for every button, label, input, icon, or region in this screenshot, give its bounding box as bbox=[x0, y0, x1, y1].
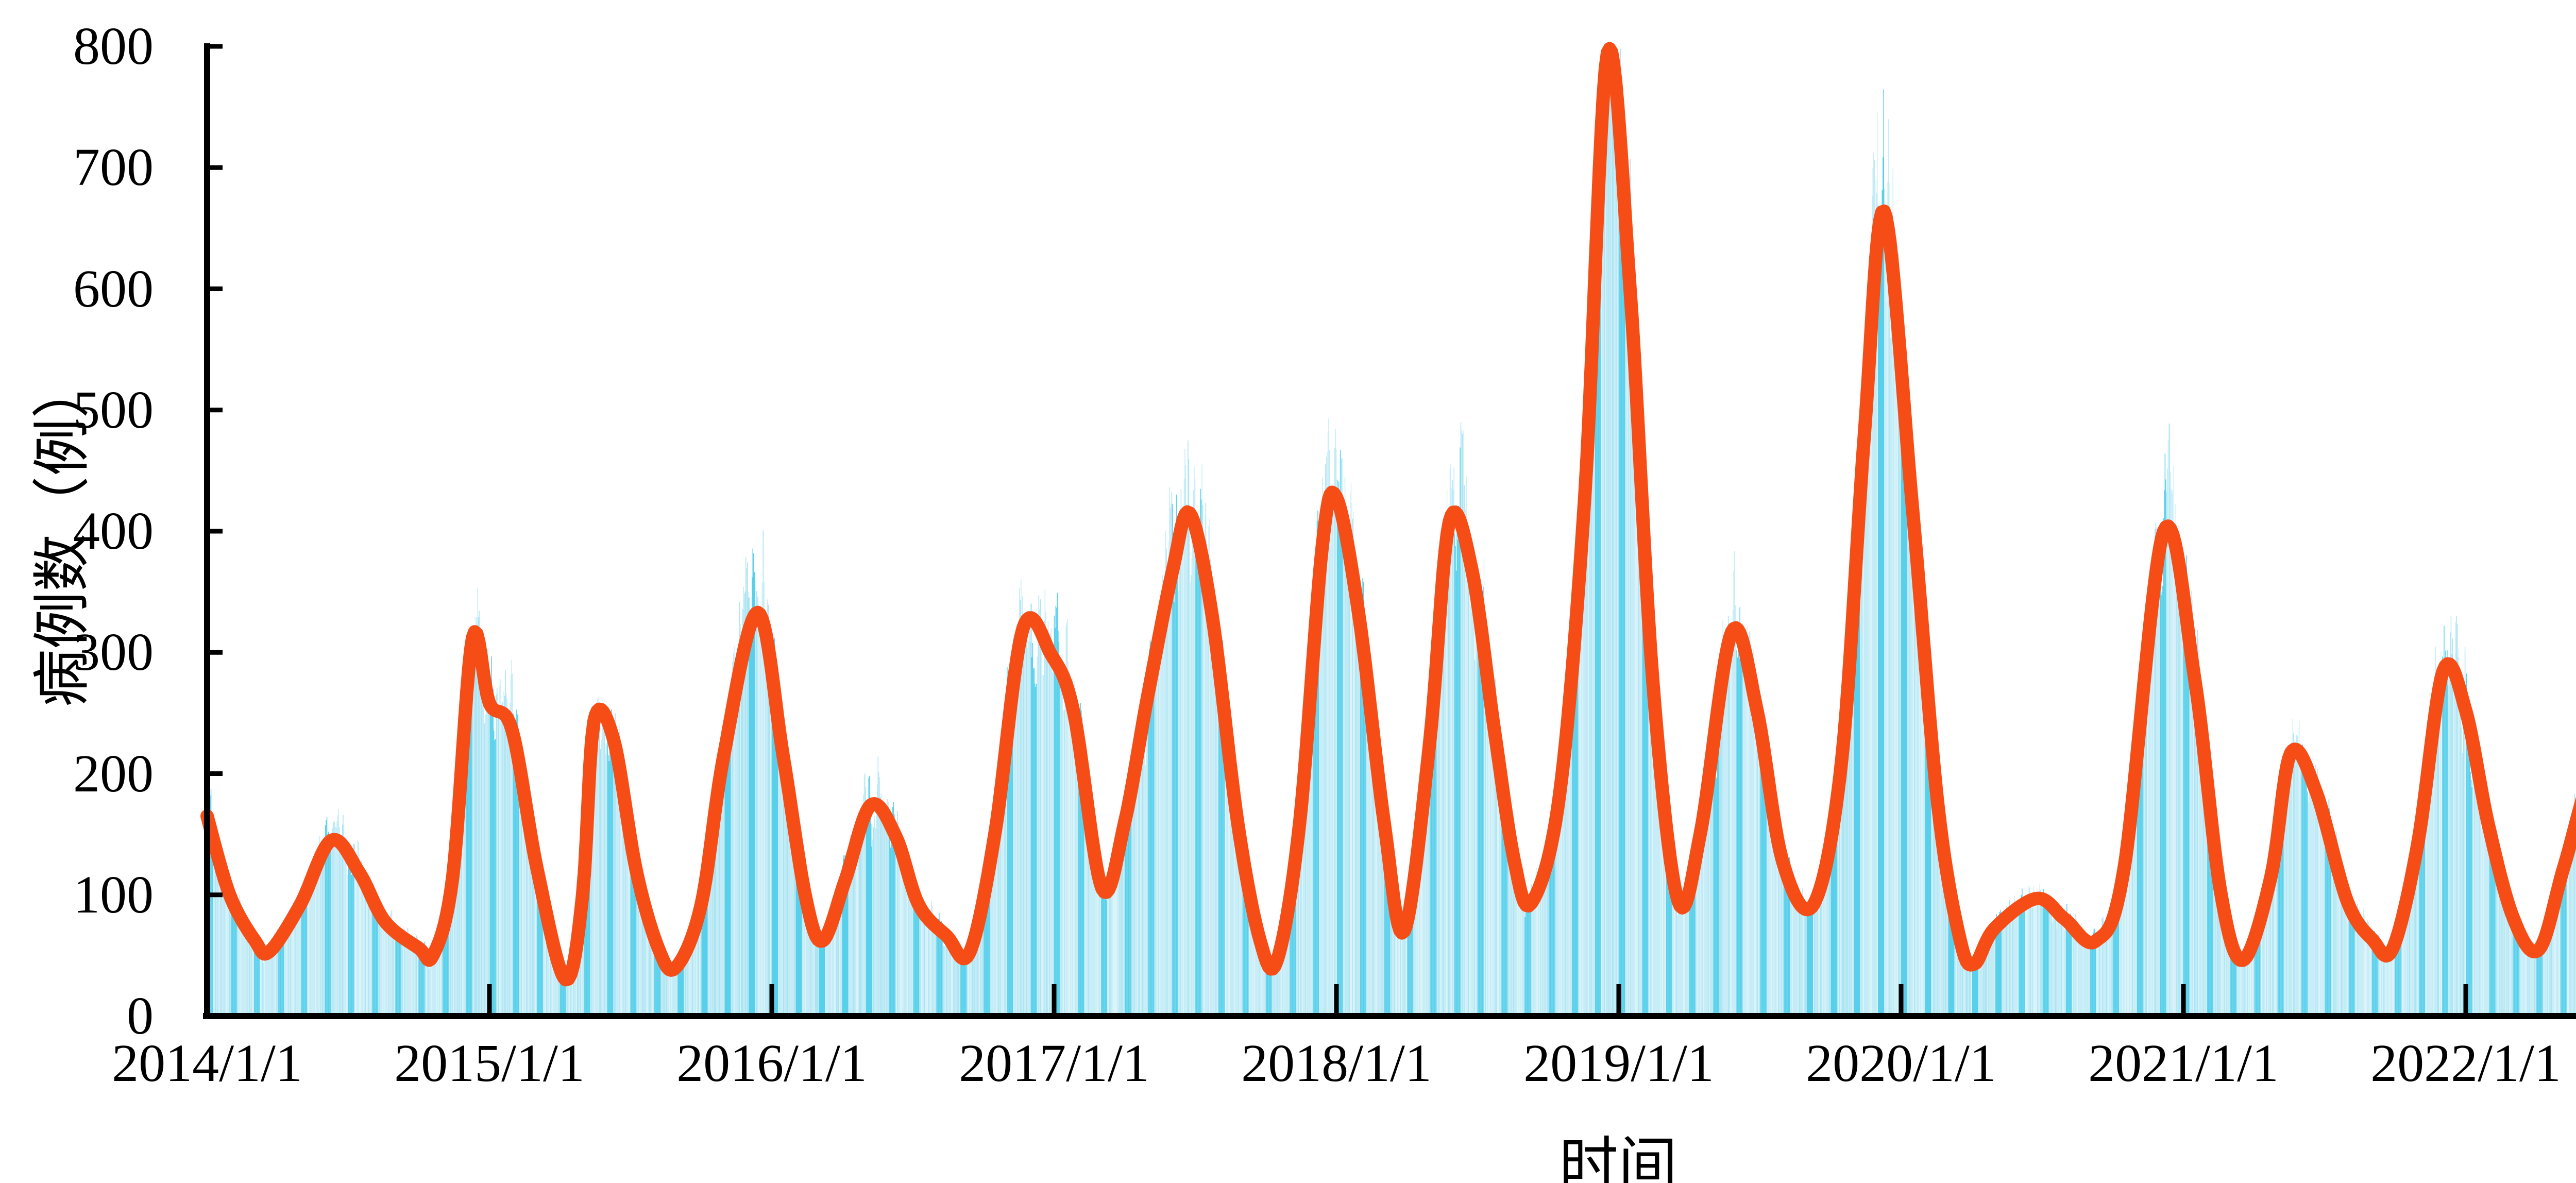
x-tick-label: 2020/1/1 bbox=[1806, 1034, 1996, 1093]
x-tick-label: 2017/1/1 bbox=[959, 1034, 1149, 1093]
x-tick-label: 2019/1/1 bbox=[1523, 1034, 1714, 1093]
y-tick-label: 0 bbox=[127, 986, 154, 1045]
y-tick-label: 800 bbox=[73, 16, 154, 76]
x-tick-label: 2021/1/1 bbox=[2088, 1034, 2279, 1093]
y-tick-label: 200 bbox=[73, 743, 154, 803]
x-tick-label: 2022/1/1 bbox=[2370, 1034, 2561, 1093]
x-tick-label: 2018/1/1 bbox=[1241, 1034, 1432, 1093]
y-tick-label: 300 bbox=[73, 622, 154, 682]
x-tick-label: 2014/1/1 bbox=[112, 1034, 302, 1093]
x-tick-label: 2016/1/1 bbox=[676, 1034, 867, 1093]
y-tick-label: 600 bbox=[73, 259, 154, 318]
y-tick-label: 500 bbox=[73, 380, 154, 440]
y-tick-label: 700 bbox=[73, 138, 154, 197]
x-axis-title: 时间 bbox=[1558, 1133, 1677, 1183]
x-tick-label: 2015/1/1 bbox=[394, 1034, 585, 1093]
y-tick-label: 100 bbox=[73, 865, 154, 924]
y-tick-label: 400 bbox=[73, 501, 154, 561]
